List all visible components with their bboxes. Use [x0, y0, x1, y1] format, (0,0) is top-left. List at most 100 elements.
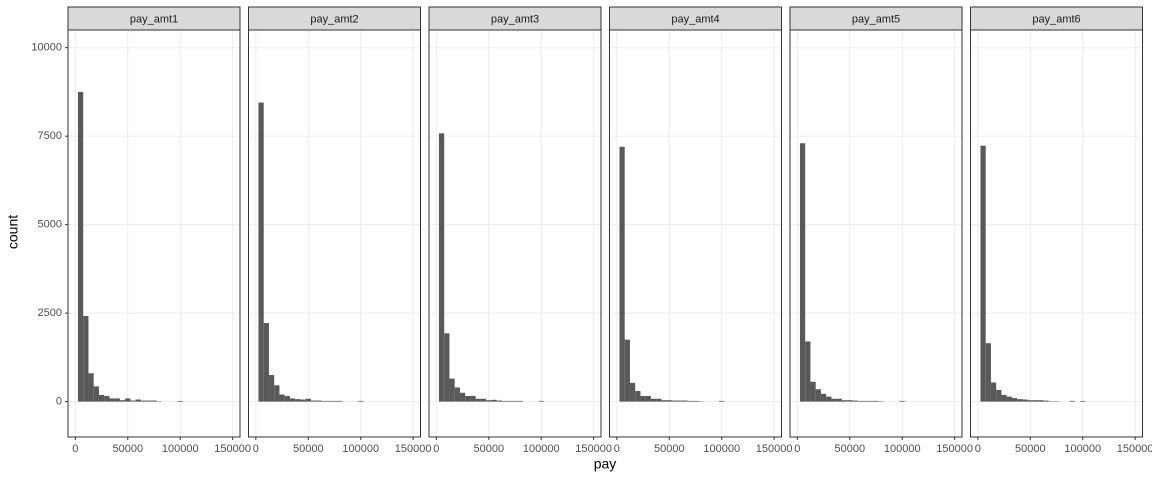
bar — [475, 398, 481, 402]
x-tick-label: 0 — [253, 443, 259, 455]
bar — [619, 146, 625, 402]
strip — [67, 6, 241, 31]
x-tick-label: 50000 — [112, 443, 143, 455]
bar — [83, 315, 89, 402]
strip — [428, 6, 602, 31]
bar — [331, 400, 338, 402]
bar — [140, 400, 147, 402]
y-tick-label: 5000 — [38, 219, 62, 231]
bar — [799, 143, 806, 402]
bar — [682, 400, 688, 402]
strip — [789, 6, 963, 31]
bar — [263, 323, 269, 402]
bar — [671, 400, 678, 402]
bar — [899, 400, 905, 402]
x-tick-label: 0 — [72, 443, 78, 455]
bar — [326, 400, 332, 402]
bar — [719, 400, 725, 402]
x-tick-label: 100000 — [884, 443, 921, 455]
y-tick-label: 7500 — [38, 130, 62, 142]
bar — [990, 382, 997, 402]
x-tick-label: 150000 — [756, 443, 793, 455]
bar — [852, 400, 858, 402]
x-tick-label: 50000 — [654, 443, 685, 455]
bar — [815, 389, 821, 402]
x-tick-label: 100000 — [523, 443, 560, 455]
bar — [146, 400, 152, 402]
panel-background — [68, 30, 240, 437]
y-axis-title: count — [5, 215, 21, 249]
bar — [1038, 400, 1044, 402]
bar — [119, 400, 126, 402]
bar — [151, 400, 157, 402]
bar — [491, 399, 497, 402]
bar — [661, 400, 667, 402]
bar — [677, 400, 683, 402]
x-tick-label: 0 — [433, 443, 439, 455]
panel-background — [429, 30, 601, 437]
bar — [114, 398, 120, 402]
bar — [836, 398, 842, 402]
bar — [1080, 400, 1086, 402]
bar — [1006, 396, 1012, 402]
bar — [810, 381, 816, 402]
bar — [656, 398, 662, 402]
x-tick-label: 150000 — [214, 443, 251, 455]
x-tick-label: 50000 — [473, 443, 504, 455]
bar — [517, 400, 523, 402]
bar — [650, 398, 657, 402]
bar — [438, 133, 445, 402]
bar — [857, 400, 863, 402]
bar — [1017, 399, 1023, 402]
bar — [465, 395, 471, 402]
x-tick-label: 100000 — [703, 443, 740, 455]
bar — [980, 145, 986, 402]
bar — [305, 398, 311, 402]
bar — [512, 400, 518, 402]
bar — [985, 343, 991, 402]
x-tick-label: 100000 — [342, 443, 379, 455]
bar — [629, 382, 636, 402]
bar — [847, 400, 853, 402]
bar — [692, 400, 699, 402]
y-tick-label: 0 — [56, 396, 62, 408]
x-tick-label: 50000 — [293, 443, 324, 455]
x-tick-label: 0 — [614, 443, 620, 455]
bar — [666, 400, 672, 402]
bar — [826, 396, 832, 402]
bar — [93, 386, 99, 402]
bar — [130, 400, 136, 402]
bar — [444, 333, 450, 402]
bar — [538, 400, 544, 402]
bar — [635, 390, 641, 402]
bar — [640, 395, 646, 402]
strip — [970, 6, 1143, 31]
bar — [104, 395, 110, 402]
bar — [279, 394, 285, 402]
bar — [177, 400, 183, 402]
bar — [1069, 400, 1075, 402]
bar — [337, 400, 343, 402]
strip-text: pay_amt4 — [671, 13, 719, 25]
bar — [300, 399, 306, 402]
strip-text: pay_amt5 — [852, 13, 900, 25]
bar — [645, 395, 651, 402]
x-tick-label: 150000 — [395, 443, 432, 455]
bar — [135, 399, 141, 402]
bar — [459, 392, 466, 402]
strip-text: pay_amt1 — [130, 13, 178, 25]
bar — [289, 398, 296, 402]
bar — [805, 341, 811, 402]
bar — [820, 393, 827, 402]
bar — [470, 395, 476, 402]
bar — [1022, 399, 1028, 402]
panel-background — [790, 30, 962, 437]
bar — [862, 400, 869, 402]
bar — [109, 398, 115, 402]
x-tick-label: 0 — [794, 443, 800, 455]
x-tick-label: 0 — [975, 443, 981, 455]
x-tick-label: 150000 — [1117, 443, 1152, 455]
bar — [831, 398, 837, 402]
bar — [868, 400, 874, 402]
